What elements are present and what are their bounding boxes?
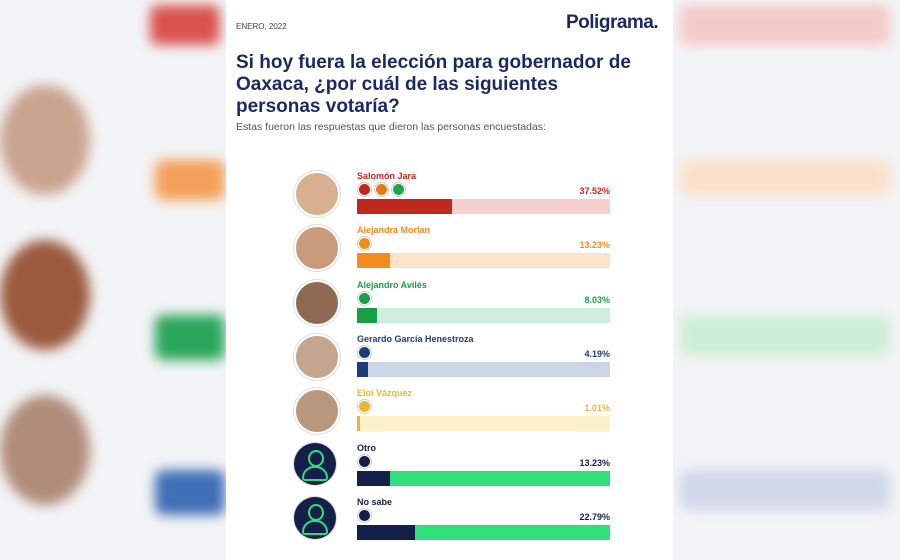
- candidate-avatar: [294, 279, 340, 326]
- party-icon: [358, 291, 371, 305]
- party-icon: [358, 345, 371, 359]
- avatar-body: [302, 465, 328, 481]
- bar-track: [357, 416, 610, 432]
- bar-track: [357, 307, 610, 323]
- avatar-head: [308, 503, 324, 521]
- background-blur: [680, 5, 890, 45]
- party-icon: [358, 400, 371, 414]
- bar-track: [357, 470, 610, 486]
- background-blur: [0, 85, 90, 195]
- bar: [357, 199, 452, 214]
- background-blur: [0, 240, 90, 350]
- chart-title: Si hoy fuera la elección para gobernador…: [236, 52, 631, 117]
- candidate-avatar: [294, 442, 336, 485]
- candidate-avatar: [294, 171, 340, 217]
- party-icon: [358, 508, 371, 522]
- background-blur: [0, 395, 90, 505]
- bar: [357, 253, 391, 269]
- background-blur: [680, 470, 890, 510]
- value-label: 13.23%: [579, 240, 610, 251]
- candidate-avatar: [294, 333, 340, 380]
- background-blur: [150, 5, 220, 45]
- bar: [357, 470, 391, 486]
- bar: [357, 307, 378, 323]
- value-label: 4.19%: [584, 348, 610, 359]
- party-icon: [375, 183, 388, 196]
- avatar-head: [308, 449, 324, 467]
- bar-track: [357, 253, 610, 269]
- candidate-avatar: [294, 496, 336, 539]
- candidate-name: No sabe: [357, 496, 393, 507]
- date: ENERO, 2022: [236, 22, 287, 31]
- bar: [357, 416, 360, 432]
- party-icon: [358, 183, 371, 196]
- candidate-name: Alejandro Avilés: [357, 279, 427, 290]
- party-icon: [358, 237, 371, 251]
- brand-logo: Poligrama.: [566, 12, 659, 33]
- bar-track: [357, 199, 610, 214]
- infographic-card: ENERO, 2022 Poligrama. Si hoy fuera la e…: [226, 0, 673, 560]
- party-icon: [358, 454, 371, 468]
- value-label: 22.79%: [579, 511, 610, 522]
- candidate-name: Salomón Jara: [357, 171, 417, 181]
- candidate-name: Otro: [357, 442, 376, 453]
- avatar-body: [302, 519, 328, 535]
- candidate-name: Eloí Vázquez: [357, 388, 413, 399]
- background-blur: [680, 315, 890, 355]
- bar: [357, 361, 368, 377]
- background-blur: [155, 315, 225, 360]
- background-blur: [680, 160, 890, 195]
- background-blur: [155, 470, 225, 515]
- chart-subtitle: Estas fueron las respuestas que dieron l…: [236, 121, 546, 133]
- value-label: 1.01%: [584, 403, 610, 414]
- value-label: 37.52%: [579, 186, 610, 196]
- bar: [357, 524, 415, 540]
- bar-track: [357, 524, 610, 540]
- background-blur: [155, 160, 225, 200]
- candidate-name: Alejandra Morlan: [357, 225, 431, 236]
- candidate-avatar: [294, 225, 340, 272]
- value-label: 13.23%: [579, 457, 610, 468]
- bar-track: [357, 361, 610, 377]
- value-label: 8.03%: [584, 294, 610, 305]
- candidate-name: Gerardo García Henestroza: [357, 333, 474, 344]
- party-icon: [392, 183, 405, 196]
- candidate-avatar: [294, 388, 340, 435]
